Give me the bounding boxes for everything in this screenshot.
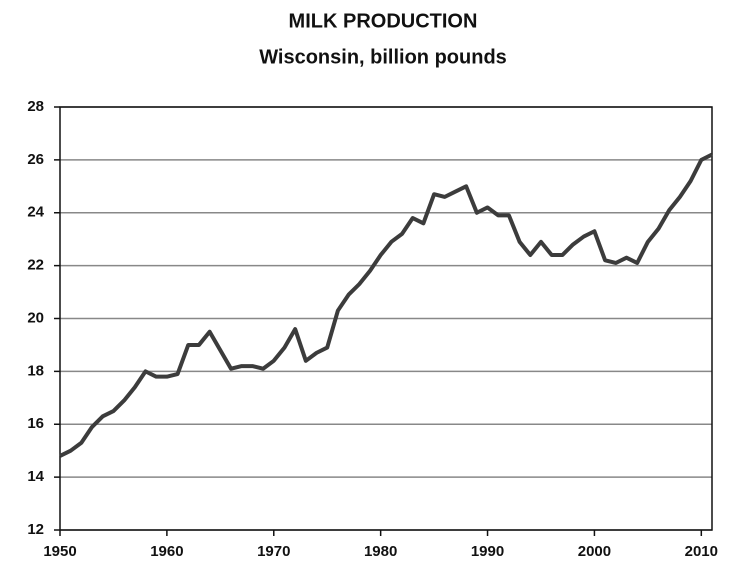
y-tick-label: 20 [27, 309, 44, 326]
x-tick-label: 1980 [364, 543, 397, 560]
y-tick-label: 28 [27, 98, 44, 115]
chart-title: MILK PRODUCTION [289, 10, 478, 32]
plot-frame [59, 106, 713, 531]
y-tick-label: 12 [27, 521, 44, 538]
x-tick-label: 1970 [257, 543, 290, 560]
chart-subtitle: Wisconsin, billion pounds [259, 46, 507, 68]
y-tick-label: 18 [27, 362, 44, 379]
y-tick-label: 22 [27, 257, 44, 274]
y-tick-label: 26 [27, 151, 44, 168]
x-tick-label: 2010 [685, 543, 718, 560]
y-tick-label: 14 [27, 468, 44, 485]
data-line [59, 152, 713, 458]
y-tick-label: 24 [27, 204, 44, 221]
y-tick-label: 16 [27, 415, 44, 432]
x-tick-label: 2000 [578, 543, 611, 560]
x-tick-label: 1990 [471, 543, 504, 560]
x-tick-label: 1960 [150, 543, 183, 560]
x-tick-label: 1950 [43, 543, 76, 560]
